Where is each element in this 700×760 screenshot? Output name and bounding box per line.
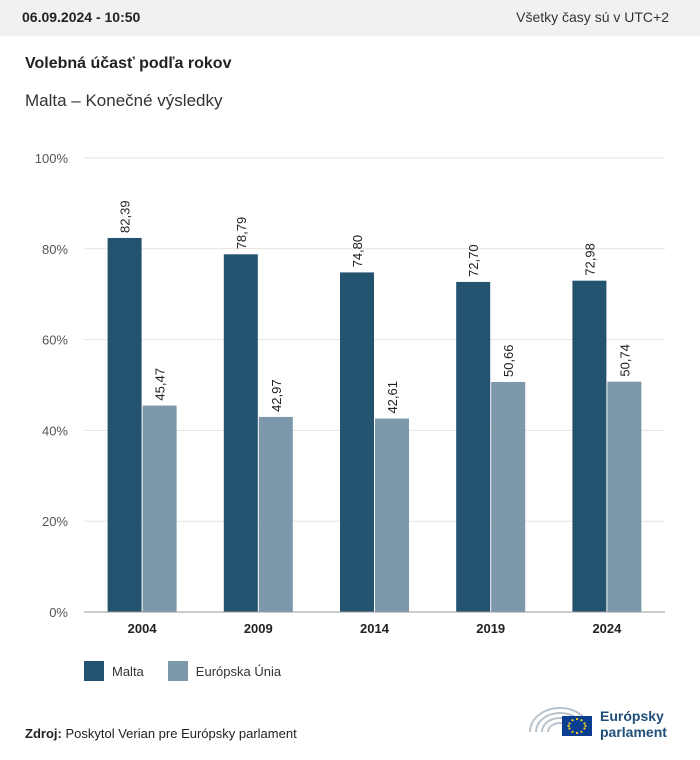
bar-eu [491,382,526,612]
bar-malta [223,254,258,612]
legend-swatch-malta [84,661,104,681]
x-tick-label: 2019 [476,621,505,636]
logo-text-line2: parlament [600,724,667,740]
data-label: 45,47 [153,368,168,401]
data-label: 72,98 [582,243,597,276]
bar-chart: 0% 20% 40% 60% 80% 100% 82,39 45,47 2004 78,79 42,… [35,151,665,636]
chart-title: Volebná účasť podľa rokov [25,55,232,72]
bar-eu [142,405,177,612]
legend-item-eu: Európska Únia [167,661,282,681]
data-label: 42,97 [269,379,284,412]
logo-text-line1: Európsky [600,708,664,724]
bar-malta [572,280,607,612]
x-tick-label: 2009 [244,621,273,636]
legend-swatch-eu [167,661,188,681]
y-tick-label: 100% [35,151,69,166]
hemicycle-icon [529,707,592,736]
data-label: 42,61 [385,381,400,414]
source-text: Poskytol Verian pre Európsky parlament [65,726,297,741]
y-tick-label: 0% [49,605,68,620]
timezone-note: Všetky časy sú v UTC+2 [516,9,669,25]
data-label: 74,80 [350,235,365,268]
logo-text: Európsky parlament [600,708,667,740]
data-label: 50,66 [501,344,516,377]
data-label: 50,74 [617,344,632,377]
ep-logo: Európsky parlament [528,702,678,742]
x-tick-label: 2024 [592,621,622,636]
legend: Malta Európska Únia [84,661,305,681]
y-tick-label: 60% [42,333,68,348]
data-label: 82,39 [118,200,133,233]
bar-eu [607,381,642,612]
legend-label-malta: Malta [112,663,144,679]
source-note: Zdroj: Poskytol Verian pre Európsky parl… [25,726,297,741]
timestamp: 06.09.2024 - 10:50 [22,9,141,25]
bar-eu [258,416,293,612]
data-label: 78,79 [234,217,249,250]
bar-malta [340,272,374,612]
bar-malta [456,281,491,612]
data-label: 72,70 [466,244,481,277]
y-tick-label: 40% [42,423,68,438]
y-tick-label: 20% [42,514,68,529]
y-tick-label: 80% [42,242,68,257]
x-tick-label: 2014 [360,621,390,636]
x-tick-label: 2004 [128,621,158,636]
legend-item-malta: Malta [84,661,144,681]
bar-eu [375,418,409,612]
source-label: Zdroj: [25,726,62,741]
chart-subtitle: Malta – Konečné výsledky [25,91,223,110]
bar-malta [107,237,142,612]
top-bar: 06.09.2024 - 10:50 Všetky časy sú v UTC+… [0,0,700,36]
legend-label-eu: Európska Únia [195,663,282,679]
